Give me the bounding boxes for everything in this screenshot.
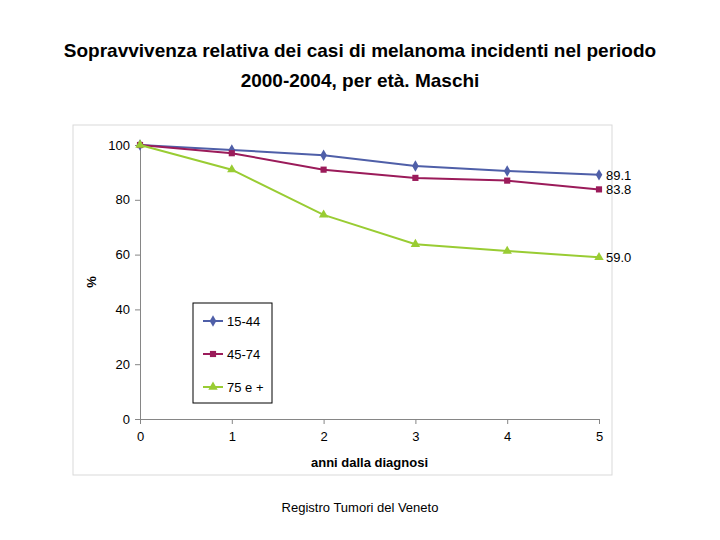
tick: 5 — [596, 419, 603, 444]
y-axis: 0 20 40 60 80 100 — [108, 138, 140, 427]
tick: 100 — [108, 138, 140, 153]
tick-label: 80 — [116, 192, 130, 207]
axis-line — [135, 146, 141, 420]
tick-label: 100 — [108, 138, 130, 153]
x-axis-title: anni dalla diagnosi — [311, 455, 428, 470]
plot-area — [135, 139, 603, 260]
tick-mark — [415, 419, 416, 424]
tick-mark — [135, 419, 140, 420]
tick-mark — [507, 419, 508, 424]
marker — [319, 209, 328, 217]
x-axis: 0 1 2 3 4 5 — [137, 419, 603, 444]
tick-mark — [232, 419, 233, 424]
tick-mark — [140, 419, 141, 424]
marker — [412, 160, 419, 171]
marker — [135, 140, 144, 148]
marker — [503, 246, 512, 254]
marker — [594, 252, 603, 260]
data-label: 89.1 — [606, 168, 631, 183]
tick: 80 — [116, 192, 140, 207]
tick: 0 — [123, 412, 140, 427]
series-line — [140, 145, 599, 175]
legend: 15-44 45-74 75 e + — [193, 303, 272, 403]
tick-mark — [135, 364, 140, 365]
tick: 60 — [116, 247, 140, 262]
marker — [596, 169, 603, 180]
tick-label: 60 — [116, 247, 130, 262]
tick: 4 — [504, 419, 511, 444]
tick-label: 4 — [504, 429, 511, 444]
axis-line — [141, 420, 600, 425]
legend-marker — [208, 382, 217, 390]
data-label: 83.8 — [606, 182, 631, 197]
tick: 1 — [229, 419, 236, 444]
tick: 0 — [137, 419, 144, 444]
tick-label: 3 — [412, 429, 419, 444]
legend-marker — [210, 315, 217, 326]
marker — [411, 239, 420, 247]
tick: 20 — [116, 357, 140, 372]
tick: 2 — [320, 419, 327, 444]
legend-label: 75 e + — [227, 380, 264, 395]
legend-box — [193, 303, 272, 403]
marker — [504, 165, 511, 176]
marker — [229, 150, 235, 156]
tick-label: 20 — [116, 357, 130, 372]
legend-marker — [210, 351, 216, 357]
data-label: 59.0 — [606, 250, 631, 265]
marker — [228, 144, 235, 155]
tick: 40 — [116, 302, 140, 317]
series-line — [140, 145, 599, 257]
tick-label: 0 — [123, 412, 130, 427]
tick-label: 5 — [596, 429, 603, 444]
marker — [504, 178, 510, 184]
tick-mark — [135, 309, 140, 310]
tick-mark — [135, 255, 140, 256]
marker — [596, 186, 602, 192]
source: Registro Tumori del Veneto — [282, 500, 439, 515]
chart-frame — [73, 125, 612, 475]
marker — [227, 164, 236, 172]
y-axis-title: % — [84, 276, 99, 288]
chart: Sopravvivenza relativa dei casi di melan… — [0, 0, 720, 540]
legend-label: 15-44 — [227, 314, 260, 329]
marker — [321, 167, 327, 173]
tick-label: 2 — [320, 429, 327, 444]
tick-mark — [599, 419, 600, 424]
title: Sopravvivenza relativa dei casi di melan… — [64, 40, 656, 91]
tick-label: 40 — [116, 302, 130, 317]
tick-mark — [324, 419, 325, 424]
series-line — [140, 145, 599, 189]
marker — [320, 149, 327, 160]
marker — [412, 175, 418, 181]
tick: 3 — [412, 419, 419, 444]
tick-label: 1 — [229, 429, 236, 444]
tick-label: 0 — [137, 429, 144, 444]
legend-label: 45-74 — [227, 347, 260, 362]
tick-mark — [135, 200, 140, 201]
